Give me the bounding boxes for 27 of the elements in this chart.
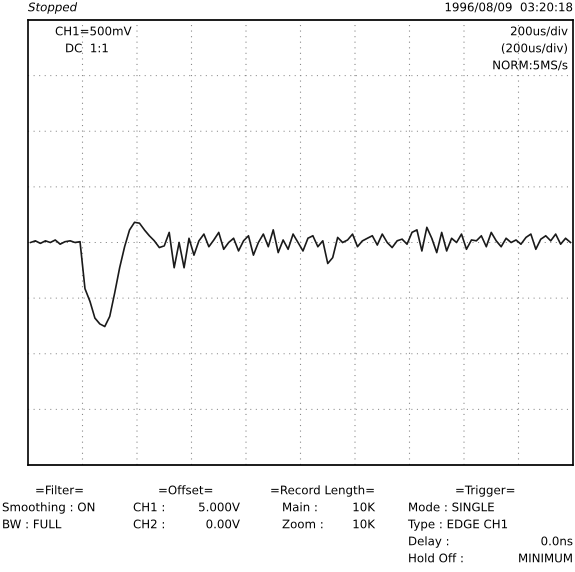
text: 0.0ns bbox=[541, 536, 572, 546]
text: Type : EDGE CH1 bbox=[408, 519, 508, 531]
text: 1996/08/09 03:20:18 bbox=[446, 2, 572, 12]
text: CH1=500mV bbox=[56, 26, 132, 36]
text: NORM:5MS/s bbox=[493, 60, 568, 70]
text: DC 1:1 bbox=[66, 43, 108, 52]
text: CH1 : bbox=[134, 502, 164, 512]
text: Main : bbox=[283, 502, 317, 512]
text: Smoothing : ON bbox=[2, 502, 94, 514]
text: Delay : bbox=[409, 536, 448, 548]
text: Hold Off : bbox=[409, 553, 463, 562]
text: 5.000V bbox=[199, 502, 240, 512]
text: MINIMUM bbox=[519, 554, 572, 562]
text: 10K bbox=[354, 502, 376, 512]
text: BW : FULL bbox=[3, 520, 62, 528]
text: =Trigger= bbox=[456, 485, 514, 497]
text: Mode : SINGLE bbox=[409, 502, 494, 512]
text: (200us/div) bbox=[502, 43, 567, 54]
text: 10K bbox=[354, 519, 376, 528]
text: Zoom : bbox=[282, 520, 322, 528]
text: =Filter= bbox=[36, 485, 83, 494]
text: =Record Length= bbox=[271, 485, 374, 497]
text: 200us/div bbox=[510, 26, 568, 36]
text: CH2 : bbox=[134, 519, 164, 528]
text: 0.00V bbox=[206, 519, 240, 528]
text: Stopped bbox=[28, 2, 78, 14]
text: =Offset= bbox=[159, 485, 212, 494]
